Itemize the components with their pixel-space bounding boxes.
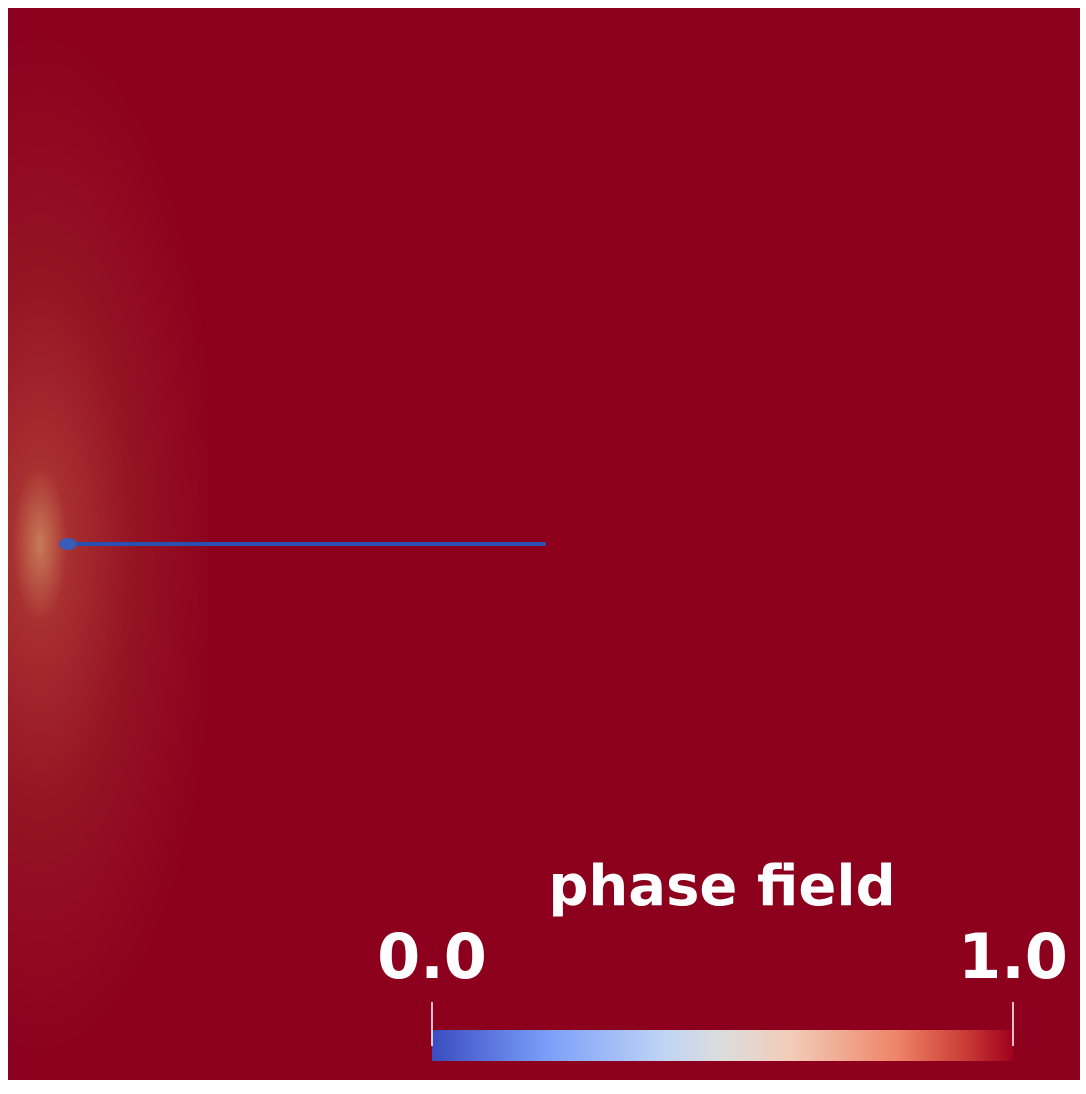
colorbar-gradient (432, 1030, 1013, 1061)
crack-notch (59, 538, 77, 550)
tick-label: 1.0 (958, 920, 1068, 993)
tick-label: 0.0 (377, 920, 487, 993)
crack (45, 531, 563, 557)
colorbar: phase field 0.0 1.0 (377, 854, 1068, 1061)
colorbar-title: phase field (548, 854, 895, 919)
